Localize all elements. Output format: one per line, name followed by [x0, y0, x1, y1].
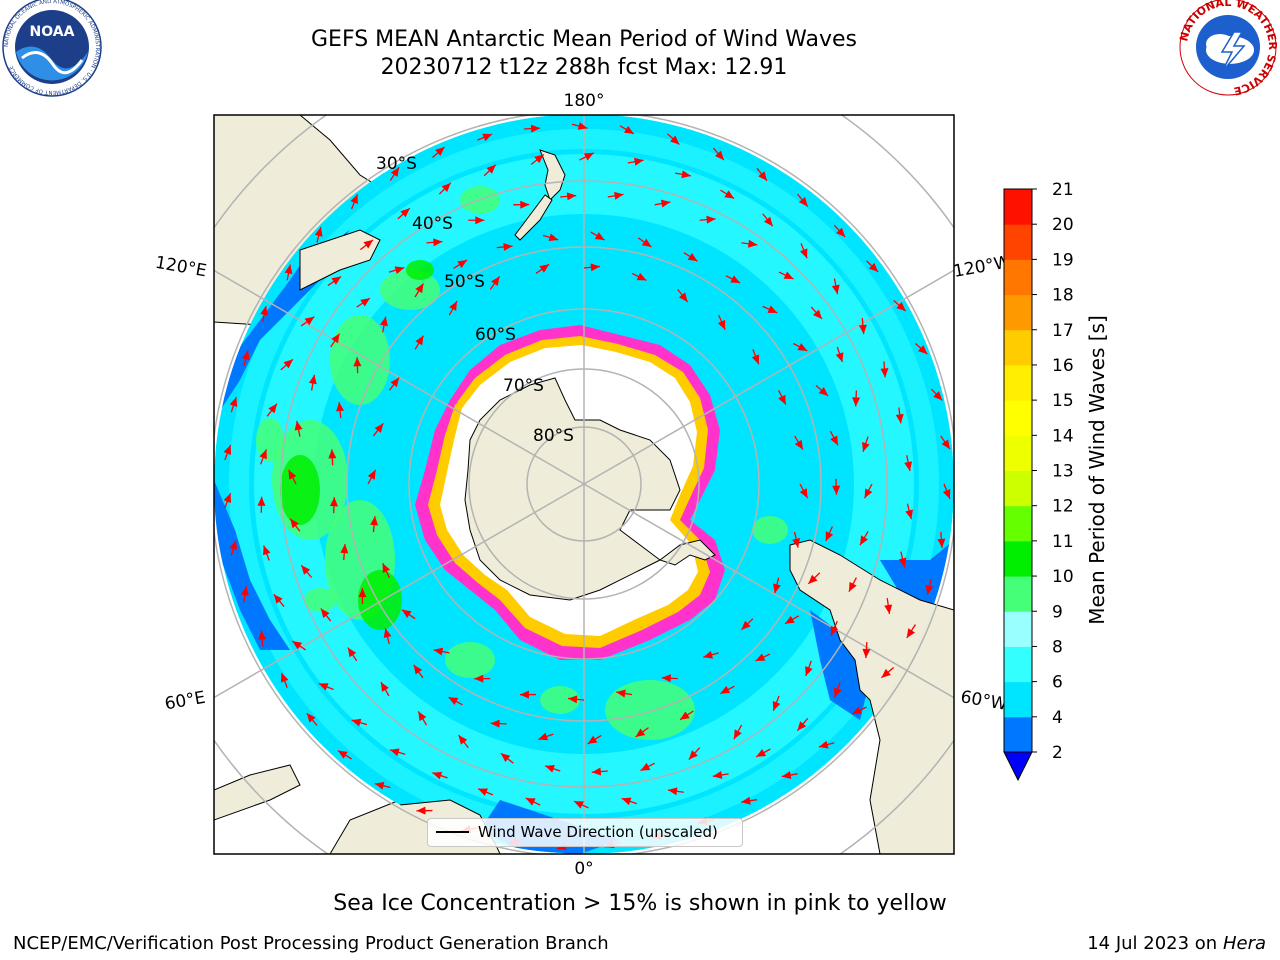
lat-label-40s: 40°S: [412, 214, 453, 234]
lat-label-80s: 80°S: [533, 426, 574, 446]
long-period-patch: [540, 686, 580, 714]
nws-logo: NATIONAL WEATHER SERVICE: [1177, 0, 1279, 98]
colorbar-tick-label: 20: [1052, 215, 1074, 235]
colorbar-tick-label: 6: [1052, 673, 1063, 693]
colorbar-extend-triangle: [1003, 751, 1033, 782]
chart-title: GEFS MEAN Antarctic Mean Period of Wind …: [311, 27, 857, 52]
long-period-patch: [358, 570, 402, 630]
lon-label-120e: 120°E: [154, 253, 208, 282]
noaa-logo: NOAA NATIONAL OCEANIC AND ATMOSPHERIC AD…: [2, 0, 102, 97]
credit-date-text: 14 Jul 2023 on: [1087, 933, 1223, 954]
colorbar-tick-label: 21: [1052, 180, 1074, 200]
colorbar-tick-label: 14: [1052, 426, 1074, 446]
colorbar-tick-label: 19: [1052, 250, 1074, 270]
lat-label-50s: 50°S: [444, 272, 485, 292]
lon-label-120w: 120°W: [952, 252, 1013, 282]
colorbar-tick-label: 18: [1052, 286, 1074, 306]
long-period-patch: [280, 455, 320, 525]
colorbar-segment: [1004, 716, 1032, 753]
colorbar-segment: [1004, 329, 1032, 366]
colorbar-segment: [1004, 435, 1032, 471]
colorbar-tick-label: 13: [1052, 462, 1074, 482]
map-legend: Wind Wave Direction (unscaled): [427, 818, 743, 847]
colorbar-segment: [1004, 540, 1032, 577]
colorbar-segment: [1004, 189, 1032, 225]
lon-label-60e: 60°E: [163, 688, 207, 715]
colorbar-segment: [1004, 224, 1032, 260]
legend-line-sample: [436, 831, 469, 833]
colorbar-tick-label: 4: [1052, 708, 1063, 728]
chart-subtitle: 20230712 t12z 288h fcst Max: 12.91: [380, 55, 788, 80]
colorbar-segment: [1004, 259, 1032, 296]
colorbar-tick-label: 11: [1052, 532, 1074, 552]
long-period-patch: [330, 315, 390, 405]
long-period-patch: [605, 680, 695, 740]
long-period-patch: [445, 642, 495, 678]
colorbar-tick-label: 8: [1052, 637, 1063, 657]
colorbar-tick-label: 15: [1052, 391, 1074, 411]
long-period-patch: [406, 260, 434, 280]
credit-date: 14 Jul 2023 on Hera: [1087, 933, 1266, 954]
colorbar-segment: [1004, 400, 1032, 436]
long-period-patch: [380, 270, 440, 310]
colorbar-segment: [1004, 470, 1032, 507]
long-period-patch: [752, 516, 788, 544]
colorbar-tick-label: 10: [1052, 567, 1074, 587]
colorbar-segment: [1004, 681, 1032, 718]
lat-label-60s: 60°S: [475, 325, 516, 345]
long-period-patch: [256, 418, 284, 462]
noaa-logo-text: NOAA: [30, 24, 75, 40]
legend-text: Wind Wave Direction (unscaled): [478, 823, 718, 841]
lon-label-60w: 60°W: [959, 687, 1009, 715]
lon-label-0: 0°: [574, 859, 593, 879]
map-frame: [213, 114, 955, 855]
credit-branch: NCEP/EMC/Verification Post Processing Pr…: [13, 933, 609, 954]
colorbar-tick-label: 12: [1052, 497, 1074, 517]
lon-label-180: 180°: [564, 91, 605, 111]
colorbar-segment: [1004, 364, 1032, 401]
colorbar-tick-label: 2: [1052, 743, 1063, 763]
colorbar-segment: [1004, 505, 1032, 542]
lat-label-70s: 70°S: [503, 376, 544, 396]
sea-ice-caption: Sea Ice Concentration > 15% is shown in …: [333, 891, 947, 916]
colorbar: 2 4 6 8 9 10 11 12 13 14 15 16 17 18 19 20 21: [1003, 180, 1074, 782]
colorbar-tick-label: 9: [1052, 602, 1063, 622]
colorbar-segment: [1004, 294, 1032, 331]
colorbar-tick-label: 16: [1052, 356, 1074, 376]
credit-machine: Hera: [1222, 933, 1266, 954]
colorbar-segment: [1004, 576, 1032, 612]
colorbar-tick-label: 17: [1052, 321, 1074, 341]
colorbar-segment: [1004, 646, 1032, 683]
colorbar-segment: [1004, 611, 1032, 647]
lat-label-30s: 30°S: [376, 154, 417, 174]
long-period-patch: [304, 588, 336, 612]
wind-wave-direction-arrows: [223, 122, 954, 853]
colorbar-label: Mean Period of Wind Waves [s]: [1085, 315, 1109, 625]
